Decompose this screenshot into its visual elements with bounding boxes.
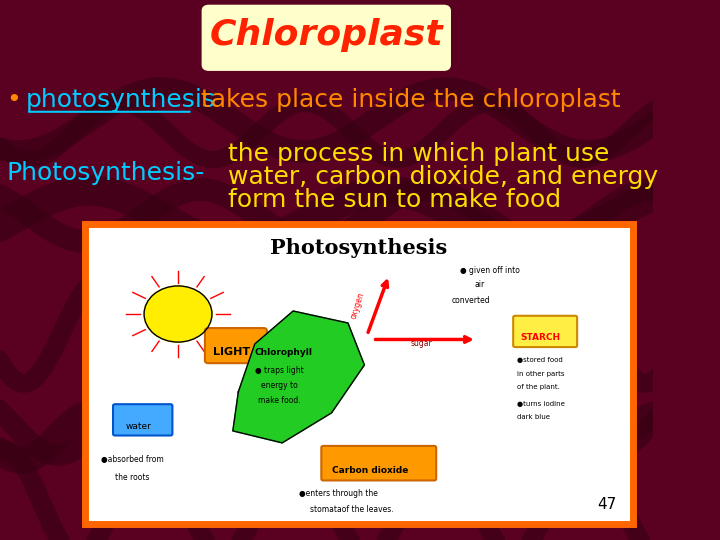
- FancyBboxPatch shape: [321, 446, 436, 481]
- Text: Carbon dioxide: Carbon dioxide: [332, 465, 408, 475]
- Text: takes place inside the chloroplast: takes place inside the chloroplast: [192, 88, 620, 112]
- FancyBboxPatch shape: [513, 316, 577, 347]
- Text: •: •: [6, 88, 22, 112]
- Text: STARCH: STARCH: [521, 333, 560, 342]
- Text: the roots: the roots: [115, 473, 150, 482]
- Text: in other parts: in other parts: [517, 371, 564, 377]
- Polygon shape: [233, 311, 364, 443]
- Text: ●absorbed from: ●absorbed from: [102, 455, 164, 464]
- Text: oxygen: oxygen: [349, 291, 366, 320]
- Text: Chloroplast: Chloroplast: [210, 18, 443, 52]
- Text: make food.: make food.: [258, 396, 301, 406]
- Text: Photosynthesis-: Photosynthesis-: [6, 161, 205, 185]
- Text: ●enters through the: ●enters through the: [299, 489, 377, 498]
- Bar: [85, 224, 633, 524]
- Circle shape: [144, 286, 212, 342]
- Text: ●turns iodine: ●turns iodine: [517, 401, 564, 407]
- Text: sugar: sugar: [411, 340, 433, 348]
- Text: Photosynthesis: Photosynthesis: [270, 238, 448, 258]
- Text: form the sun to make food: form the sun to make food: [228, 188, 562, 212]
- Text: photosynthesis: photosynthesis: [26, 88, 216, 112]
- Text: dark blue: dark blue: [517, 414, 550, 421]
- Text: ●stored food: ●stored food: [517, 357, 562, 363]
- Text: ● given off into: ● given off into: [460, 266, 521, 275]
- Text: 47: 47: [598, 497, 616, 512]
- FancyBboxPatch shape: [113, 404, 172, 435]
- FancyBboxPatch shape: [202, 5, 450, 70]
- Text: air: air: [474, 280, 485, 288]
- Text: ● traps light: ● traps light: [255, 367, 304, 375]
- Text: the process in which plant use: the process in which plant use: [228, 142, 610, 166]
- Text: LIGHT: LIGHT: [213, 347, 251, 357]
- Text: water, carbon dioxide, and energy: water, carbon dioxide, and energy: [228, 165, 659, 189]
- FancyBboxPatch shape: [205, 328, 267, 363]
- Text: water: water: [125, 422, 151, 430]
- Text: converted: converted: [452, 296, 491, 305]
- Text: stomataof the leaves.: stomataof the leaves.: [310, 505, 393, 514]
- Text: Chlorophyll: Chlorophyll: [254, 348, 312, 357]
- Text: energy to: energy to: [261, 381, 298, 390]
- Text: of the plant.: of the plant.: [517, 384, 559, 390]
